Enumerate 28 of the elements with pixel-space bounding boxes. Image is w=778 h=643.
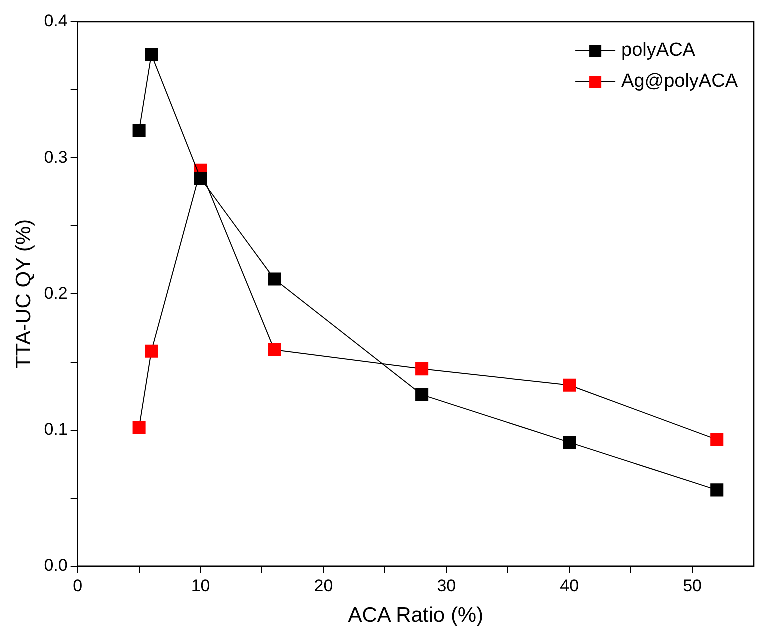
x-tick-label: 20 [314, 576, 334, 596]
point [132, 421, 146, 434]
point [416, 362, 429, 376]
legend-label: Ag@polyACA [622, 71, 738, 92]
point [132, 124, 146, 138]
x-tick-label: 10 [191, 576, 210, 596]
y-tick-label: 0.3 [44, 148, 68, 167]
x-tick-label: 30 [437, 576, 456, 596]
point [145, 48, 158, 62]
point [563, 436, 576, 450]
x-tick-label: 0 [73, 576, 83, 596]
point [416, 388, 429, 402]
y-tick-label: 0.0 [44, 556, 68, 576]
y-tick-label: 0.1 [44, 420, 68, 439]
point [145, 344, 158, 358]
x-axis-title: ACA Ratio (%) [348, 604, 484, 628]
x-tick-label: 50 [683, 576, 702, 596]
y-tick-label: 0.4 [44, 12, 68, 31]
y-tick-label: 0.2 [44, 284, 68, 303]
point [710, 484, 724, 497]
x-tick-label: 40 [560, 576, 580, 596]
y-axis-title: TTA-UC QY (%) [12, 219, 36, 370]
point [563, 378, 576, 392]
point [268, 343, 282, 357]
point [710, 433, 724, 446]
point [268, 272, 282, 286]
point [194, 172, 208, 186]
legend-label: polyACA [622, 40, 696, 62]
